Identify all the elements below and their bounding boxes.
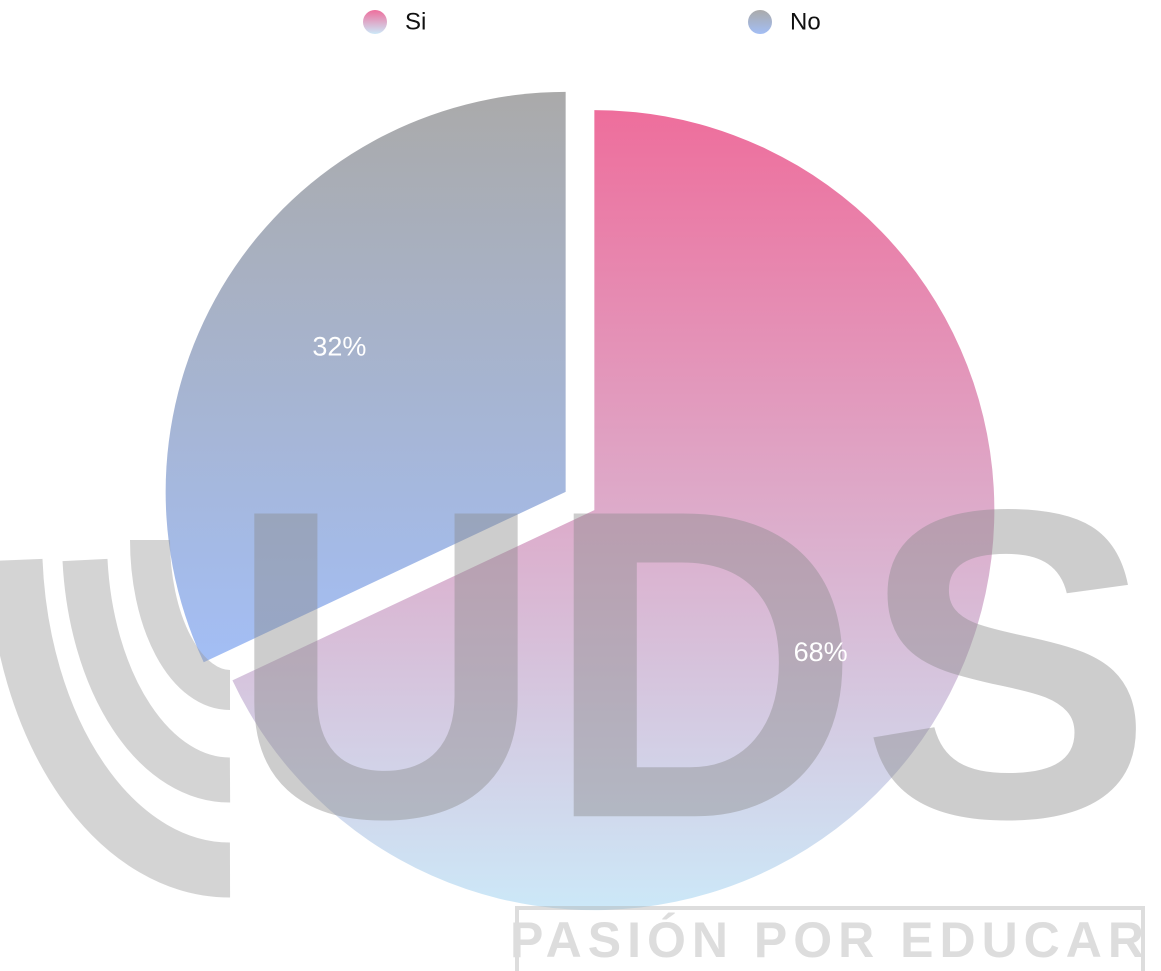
legend-label: No — [790, 8, 821, 35]
watermark-box — [515, 906, 1145, 971]
legend-marker — [748, 10, 772, 34]
legend-marker — [363, 10, 387, 34]
legend-label: Si — [405, 8, 426, 35]
watermark-arc — [0, 558, 231, 898]
watermark-logo: UDS — [228, 419, 1153, 910]
watermark-arc — [130, 539, 232, 710]
pie — [165, 91, 995, 911]
watermark-arc — [62, 558, 231, 803]
legend: Si No — [363, 8, 821, 35]
labels: 68% 32% — [312, 331, 847, 666]
pie-slice — [232, 110, 995, 911]
watermark-tagline: PASIÓN POR EDUCAR — [510, 912, 1150, 968]
data-label: 32% — [312, 331, 366, 361]
data-label: 68% — [794, 637, 848, 667]
pie-slice — [165, 91, 566, 663]
watermark: UDS PASIÓN POR EDUCAR — [0, 419, 1153, 971]
